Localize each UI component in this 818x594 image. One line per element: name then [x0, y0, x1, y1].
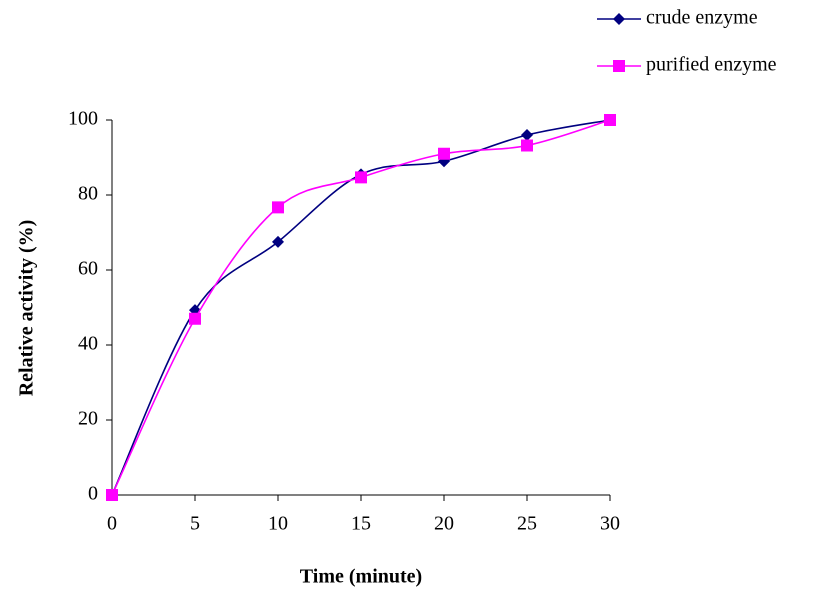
marker [189, 312, 201, 325]
x-axis-title: Time (minute) [300, 566, 422, 588]
x-tick-label: 20 [434, 513, 454, 535]
marker [438, 147, 450, 160]
marker [106, 489, 118, 501]
x-tick-label: 10 [268, 513, 288, 535]
y-tick-label: 40 [78, 333, 98, 355]
x-tick-label: 30 [600, 513, 620, 535]
x-tick-label: 5 [190, 513, 200, 535]
marker [521, 129, 533, 141]
marker [272, 235, 284, 248]
y-tick-label: 60 [78, 258, 98, 280]
x-tick-label: 25 [517, 513, 537, 535]
marker [604, 114, 616, 126]
y-tick-label: 20 [78, 408, 98, 430]
y-tick-label: 100 [68, 108, 98, 130]
marker [272, 201, 284, 214]
y-tick-label: 80 [78, 183, 98, 205]
legend-label: crude enzyme [646, 7, 758, 29]
legend-marker [613, 60, 625, 72]
x-tick-label: 15 [351, 513, 371, 535]
legend-label: purified enzyme [646, 54, 777, 76]
y-tick-label: 0 [88, 483, 98, 505]
legend-marker [613, 13, 625, 25]
x-tick-label: 0 [107, 513, 117, 535]
marker [521, 139, 533, 152]
marker [355, 171, 367, 184]
y-axis-title: Relative activity (%) [16, 220, 38, 397]
